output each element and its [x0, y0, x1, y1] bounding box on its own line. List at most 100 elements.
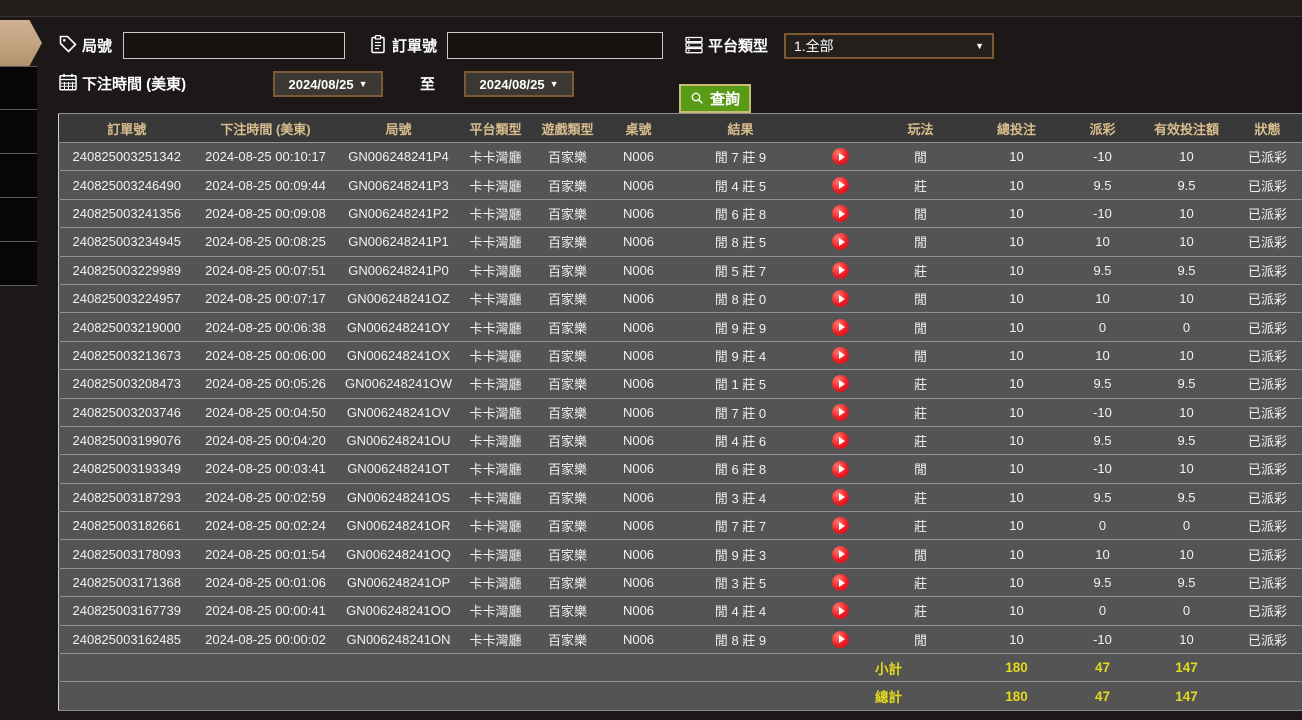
table-row: 240825003224957 2024-08-25 00:07:17 GN0062… — [58, 284, 1302, 313]
summary-row: 總計 180 47 147 — [58, 681, 1302, 711]
table-row: 240825003193349 2024-08-25 00:03:41 GN0062… — [58, 454, 1302, 484]
summary-status-cell — [1233, 682, 1302, 710]
play-video-button[interactable] — [832, 403, 849, 421]
play-icon — [838, 351, 845, 360]
play-video-button[interactable] — [832, 205, 849, 222]
play-type-cell: 閒 — [913, 235, 927, 251]
sidebar-item[interactable] — [0, 110, 37, 154]
sidebar-item[interactable] — [0, 198, 37, 242]
game-type-cell: 百家樂 — [547, 178, 587, 194]
table-number-cell: N006 — [622, 575, 655, 591]
sidebar-item[interactable] — [0, 154, 37, 198]
order-number-cell: 240825003229989 — [72, 262, 181, 278]
game-number-cell: GN006248241P2 — [348, 205, 449, 221]
result-cell: 閒 6 莊 8 — [714, 462, 767, 478]
video-cell — [809, 540, 873, 568]
video-cell — [809, 341, 873, 369]
play-video-button[interactable] — [832, 318, 849, 336]
column-header: 結果 — [727, 121, 754, 137]
summary-label-cell: 總計 — [875, 690, 902, 706]
bet-time-cell: 2024-08-25 00:09:08 — [205, 205, 326, 221]
summary-payout-cell: 47 — [1094, 660, 1111, 676]
play-video-button[interactable] — [832, 233, 849, 251]
valid-bet-cell: 10 — [1179, 234, 1194, 250]
play-icon — [838, 209, 845, 218]
total-bet-cell: 10 — [1009, 347, 1024, 363]
date-to-select[interactable]: 2024/08/25 ▼ — [464, 71, 574, 97]
game-number-cell: GN006248241OZ — [347, 291, 450, 307]
column-header: 平台類型 — [469, 121, 522, 137]
play-icon — [838, 436, 845, 445]
search-button[interactable]: 查詢 — [679, 84, 752, 113]
play-video-button[interactable] — [832, 460, 849, 478]
table-row: 240825003162485 2024-08-25 00:00:02 GN0062… — [58, 625, 1302, 654]
game-type-cell: 百家樂 — [547, 519, 587, 535]
game-type-cell: 百家樂 — [547, 377, 587, 393]
valid-bet-cell: 9.5 — [1177, 575, 1196, 591]
valid-bet-cell: 10 — [1179, 546, 1194, 562]
video-cell — [809, 512, 873, 540]
total-bet-cell: 10 — [1009, 603, 1024, 619]
game-type-cell: 百家樂 — [547, 292, 587, 308]
play-video-button[interactable] — [832, 432, 849, 450]
date-from-select[interactable]: 2024/08/25 ▼ — [273, 71, 383, 97]
status-cell: 已派彩 — [1247, 490, 1287, 506]
video-cell — [809, 398, 873, 426]
payout-cell: 10 — [1095, 234, 1110, 250]
game-number-cell: GN006248241P1 — [348, 234, 449, 250]
play-video-button[interactable] — [832, 545, 849, 563]
play-video-button[interactable] — [832, 630, 849, 648]
filter-bar: 局號 訂單號 平台類型 1.全部 ▼ 下注時間 (美東) 2024/08/25 … — [0, 18, 1302, 113]
play-icon — [838, 152, 845, 161]
status-cell: 已派彩 — [1247, 377, 1287, 393]
summary-total-bet-cell: 180 — [1005, 688, 1028, 704]
play-video-button[interactable] — [832, 375, 849, 393]
order-no-label: 訂單號 — [392, 38, 438, 55]
play-video-button[interactable] — [832, 346, 849, 364]
sidebar-item[interactable] — [0, 242, 37, 286]
result-cell: 閒 8 莊 5 — [714, 235, 767, 251]
payout-cell: 9.5 — [1093, 575, 1112, 591]
video-cell — [809, 625, 873, 653]
bet-time-cell: 2024-08-25 00:00:41 — [205, 603, 326, 619]
total-bet-cell: 10 — [1009, 546, 1024, 562]
play-video-button[interactable] — [832, 488, 849, 506]
play-video-button[interactable] — [832, 602, 849, 620]
payout-cell: 0 — [1098, 518, 1107, 534]
table-number-cell: N006 — [622, 518, 655, 534]
platform-type-label: 平台類型 — [708, 38, 769, 55]
table-row: 240825003213673 2024-08-25 00:06:00 GN0062… — [58, 341, 1302, 370]
order-number-cell: 240825003171368 — [72, 575, 181, 591]
payout-cell: 9.5 — [1093, 177, 1112, 193]
total-bet-cell: 10 — [1009, 291, 1024, 307]
play-video-button[interactable] — [832, 574, 849, 592]
order-number-cell: 240825003199076 — [72, 433, 181, 449]
play-video-button[interactable] — [832, 517, 849, 535]
summary-label-cell: 小計 — [875, 661, 902, 677]
status-cell: 已派彩 — [1247, 604, 1287, 620]
sidebar-item[interactable] — [0, 66, 37, 110]
result-cell: 閒 9 莊 3 — [714, 547, 767, 563]
result-cell: 閒 1 莊 5 — [714, 377, 767, 393]
total-bet-cell: 10 — [1009, 461, 1024, 477]
payout-cell: -10 — [1093, 461, 1112, 477]
column-header: 訂單號 — [107, 121, 147, 137]
bet-time-cell: 2024-08-25 00:05:26 — [205, 376, 326, 392]
play-video-button[interactable] — [832, 261, 849, 279]
order-no-input[interactable] — [447, 32, 663, 59]
table-number-cell: N006 — [622, 461, 655, 477]
play-video-button[interactable] — [832, 148, 849, 166]
payout-cell: 10 — [1095, 347, 1110, 363]
table-number-cell: N006 — [622, 347, 655, 363]
game-no-input[interactable] — [123, 32, 345, 59]
platform-type-select[interactable]: 1.全部 ▼ — [784, 33, 994, 59]
status-cell: 已派彩 — [1247, 576, 1287, 592]
play-video-button[interactable] — [832, 176, 849, 194]
valid-bet-cell: 9.5 — [1177, 489, 1196, 505]
valid-bet-cell: 9.5 — [1177, 433, 1196, 449]
column-header: 狀態 — [1254, 121, 1281, 137]
game-type-cell: 百家樂 — [547, 576, 587, 592]
result-cell: 閒 4 莊 5 — [714, 178, 767, 194]
order-number-cell: 240825003162485 — [72, 631, 181, 647]
play-video-button[interactable] — [832, 290, 849, 308]
